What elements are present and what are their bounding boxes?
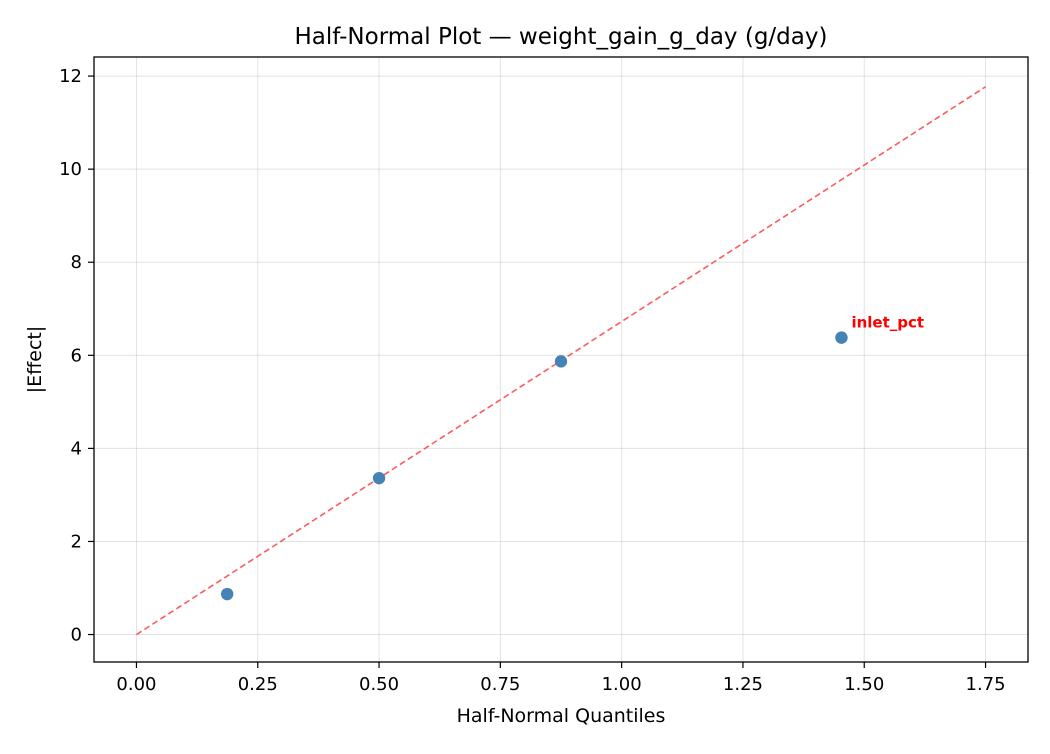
x-tick-label: 1.75 bbox=[966, 674, 1006, 695]
x-axis-label: Half-Normal Quantiles bbox=[457, 705, 666, 727]
data-point bbox=[372, 471, 386, 485]
annotations: inlet_pct bbox=[851, 314, 924, 332]
x-tick-label: 1.50 bbox=[844, 674, 884, 695]
x-tick-label: 1.00 bbox=[602, 674, 642, 695]
y-tick-label: 6 bbox=[71, 345, 82, 366]
y-axis-label: |Effect| bbox=[24, 326, 46, 393]
chart-title: Half-Normal Plot — weight_gain_g_day (g/… bbox=[295, 24, 828, 50]
x-tick-label: 0.25 bbox=[238, 674, 278, 695]
x-tick-label: 0.75 bbox=[480, 674, 520, 695]
grid bbox=[94, 57, 1028, 662]
data-point bbox=[835, 331, 848, 344]
x-tick-label: 0.00 bbox=[116, 674, 156, 695]
y-tick-label: 10 bbox=[59, 159, 82, 180]
y-tick-label: 2 bbox=[71, 531, 82, 552]
y-tick-label: 8 bbox=[71, 252, 82, 273]
x-tick-label: 1.25 bbox=[723, 674, 763, 695]
y-tick-label: 12 bbox=[59, 66, 82, 87]
y-axis-ticks: 0 2 4 6 8 10 12 bbox=[59, 66, 94, 646]
x-axis-ticks: 0.00 0.25 0.50 0.75 1.00 1.25 1.50 1.75 bbox=[116, 662, 1006, 695]
y-tick-label: 4 bbox=[71, 438, 82, 459]
point-annotation: inlet_pct bbox=[851, 314, 924, 332]
data-point bbox=[554, 355, 568, 368]
data-points bbox=[220, 331, 848, 601]
data-point bbox=[220, 587, 234, 601]
y-tick-label: 0 bbox=[71, 625, 82, 646]
plot-frame bbox=[93, 56, 1029, 663]
x-tick-label: 0.50 bbox=[359, 674, 399, 695]
